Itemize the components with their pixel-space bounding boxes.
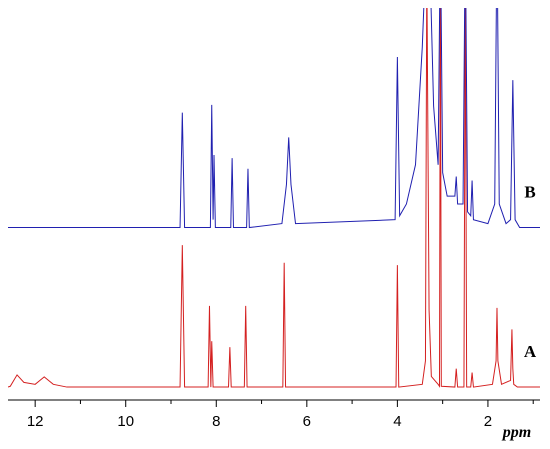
x-tick-label: 8: [212, 413, 220, 430]
x-tick-label: 2: [484, 413, 492, 430]
spectrum-line: [8, 8, 540, 388]
x-tick-label: 12: [27, 413, 44, 430]
series-label: B: [524, 183, 535, 202]
spectrum-line: [8, 8, 540, 229]
x-tick-label: 6: [303, 413, 311, 430]
series-label: A: [524, 342, 537, 361]
x-tick-label: 4: [393, 413, 401, 430]
plot-area: [8, 8, 540, 388]
x-tick-label: 10: [117, 413, 134, 430]
x-axis-label: ppm: [501, 424, 531, 441]
